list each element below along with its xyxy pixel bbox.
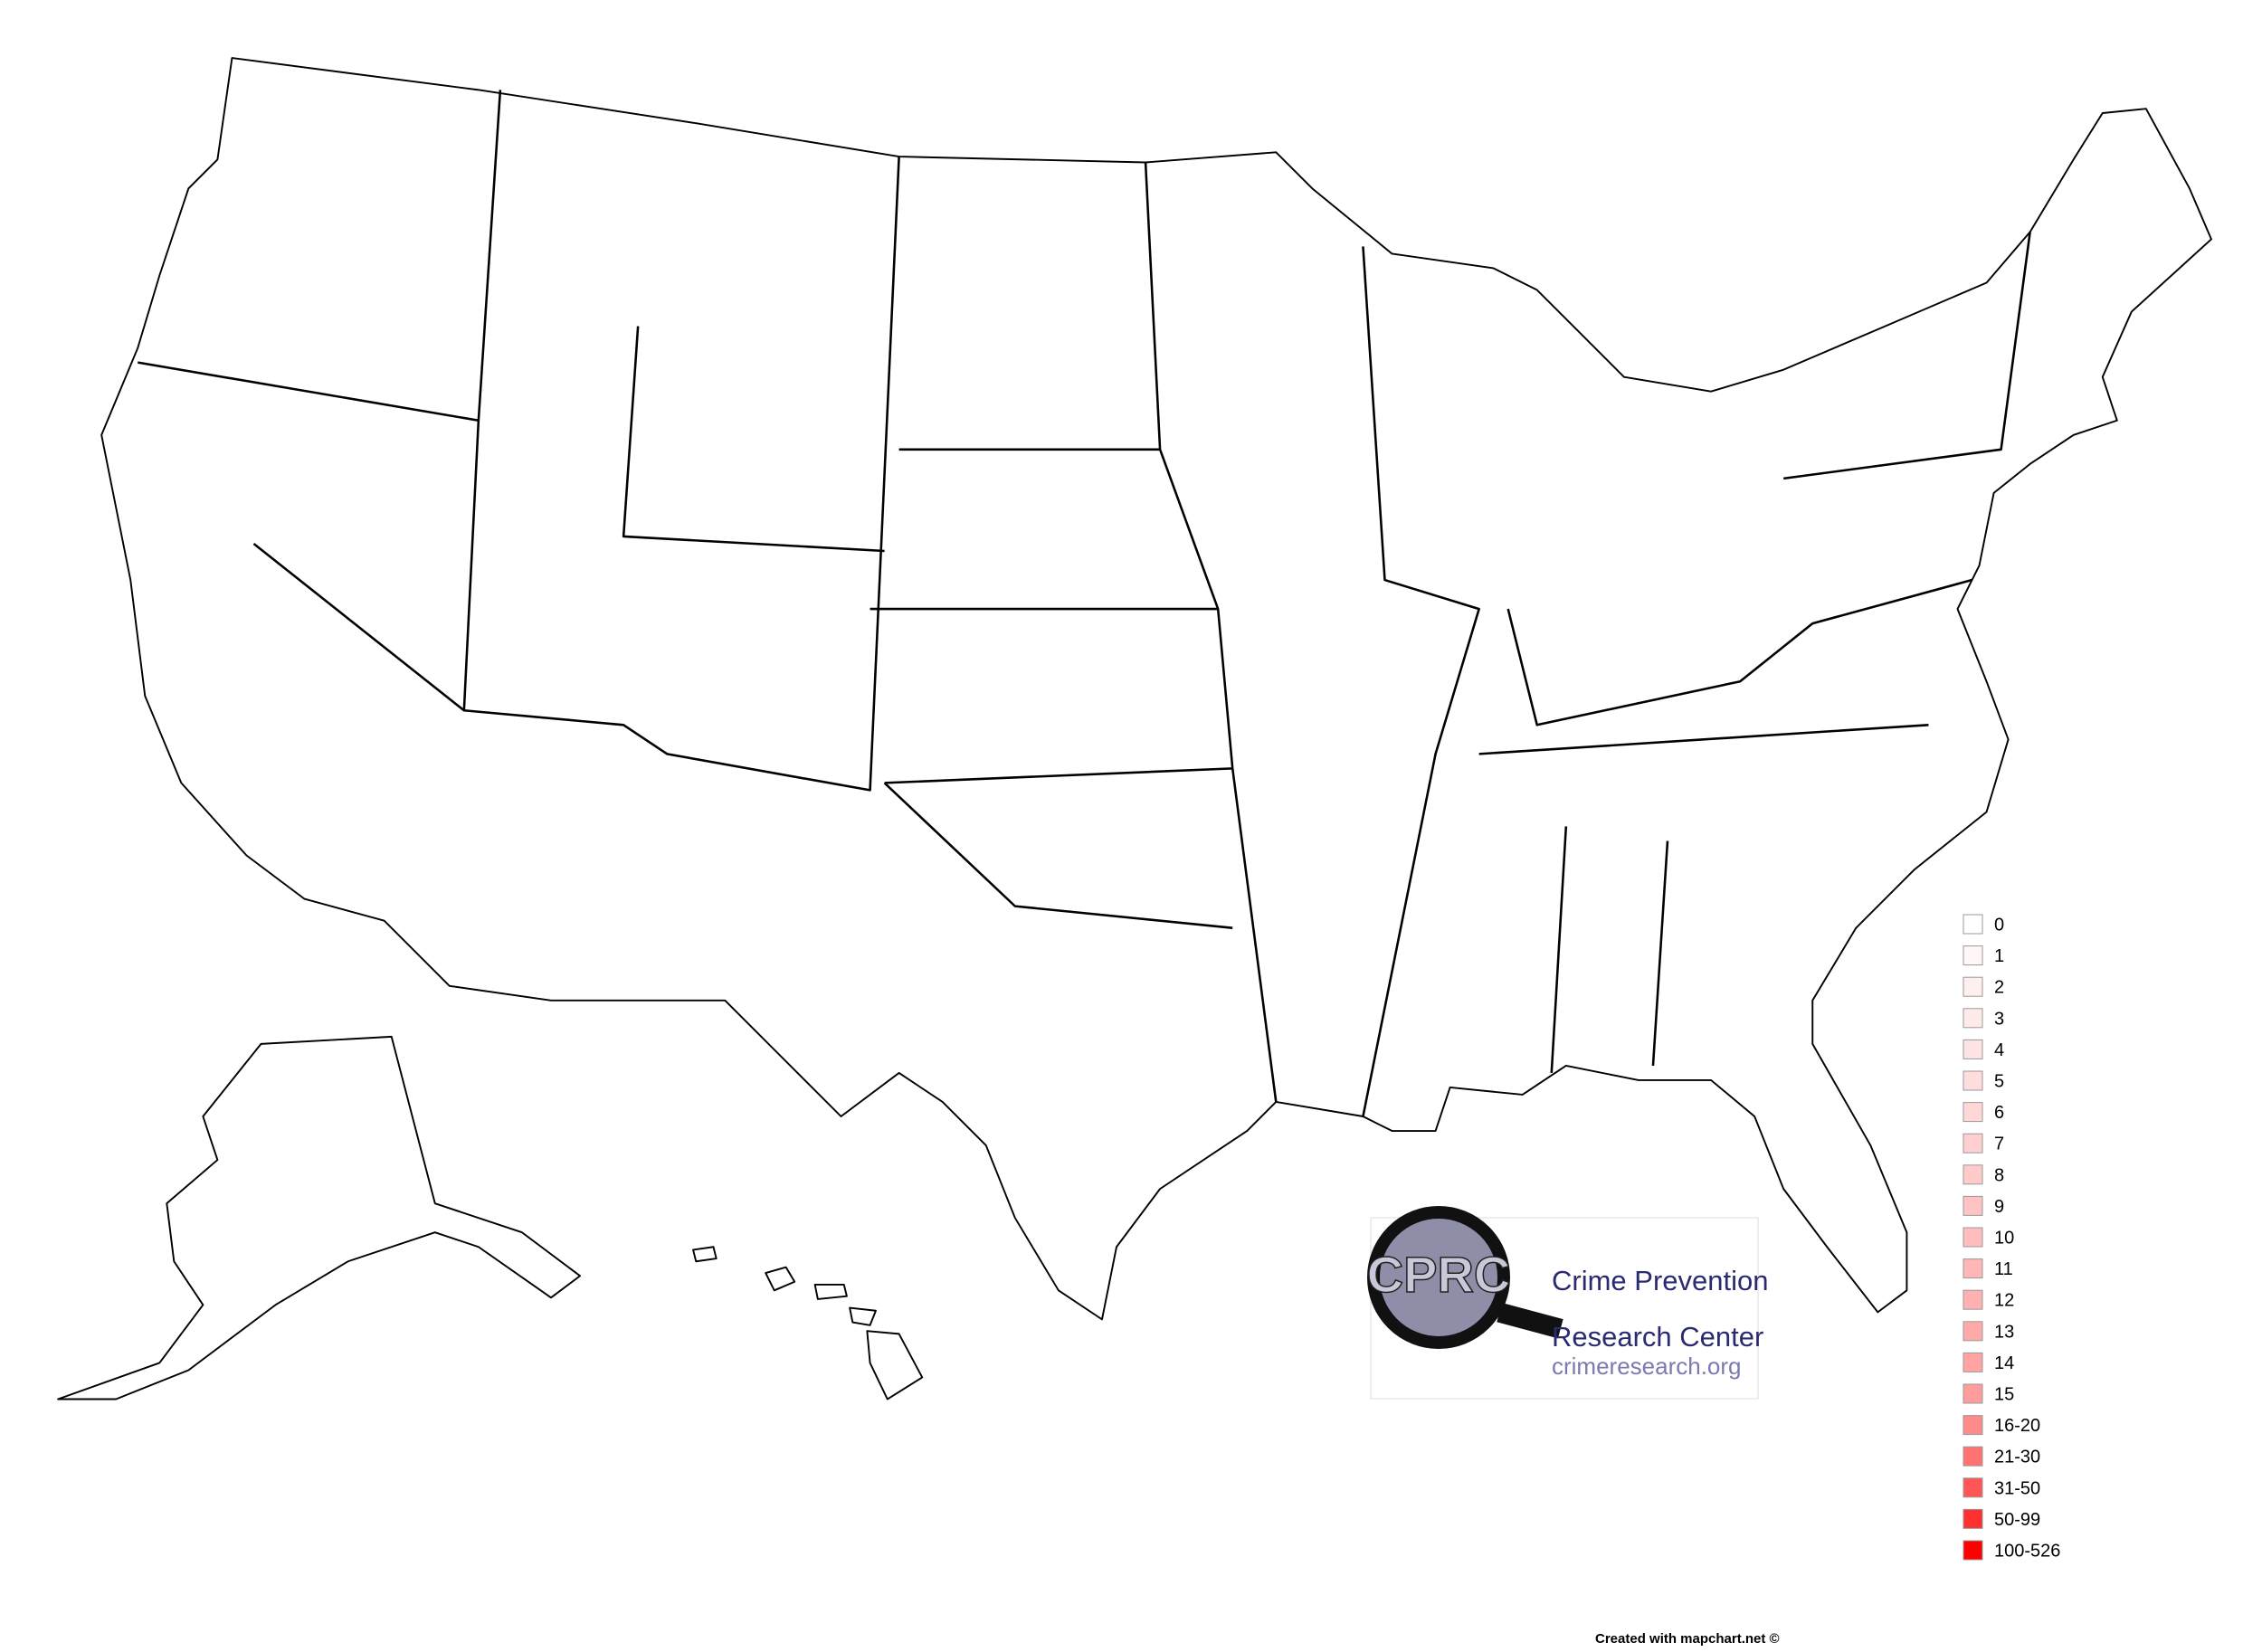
legend-label: 1 bbox=[1994, 946, 2004, 966]
legend-label: 5 bbox=[1994, 1072, 2004, 1092]
legend-label: 31-50 bbox=[1994, 1478, 2040, 1498]
island bbox=[765, 1266, 796, 1292]
alaska-outline bbox=[57, 1035, 582, 1400]
legend-swatch bbox=[1963, 1008, 1983, 1029]
legend-swatch bbox=[1963, 1164, 1983, 1185]
legend-label: 6 bbox=[1994, 1103, 2004, 1123]
footer: Created with mapchart.net © bbox=[1595, 1631, 1780, 1647]
logo-acronym: CPRC bbox=[1367, 1246, 1511, 1303]
legend-swatch bbox=[1963, 945, 1983, 966]
legend-label: 4 bbox=[1994, 1040, 2004, 1060]
legend-swatch bbox=[1963, 1039, 1983, 1059]
legend-label: 2 bbox=[1994, 978, 2004, 998]
lower-48-outline bbox=[100, 57, 2212, 1321]
legend-swatch bbox=[1963, 1508, 1983, 1529]
legend-label: 9 bbox=[1994, 1197, 2004, 1217]
legend-label: 7 bbox=[1994, 1135, 2004, 1154]
us-map bbox=[57, 57, 2212, 1400]
legend-swatch bbox=[1963, 1415, 1983, 1436]
island bbox=[692, 1246, 718, 1263]
island bbox=[866, 1330, 924, 1400]
logo-line2: Research Center bbox=[1552, 1321, 1763, 1353]
legend: 012345678910111213141516-2021-3031-5050-… bbox=[1963, 914, 2060, 1562]
legend-label: 0 bbox=[1994, 916, 2004, 935]
legend-label: 100-526 bbox=[1994, 1542, 2060, 1562]
legend-label: 14 bbox=[1994, 1353, 2014, 1373]
legend-label: 50-99 bbox=[1994, 1510, 2040, 1530]
legend-swatch bbox=[1963, 1446, 1983, 1467]
legend-label: 16-20 bbox=[1994, 1416, 2040, 1436]
legend-swatch bbox=[1963, 1477, 1983, 1498]
legend-swatch bbox=[1963, 1321, 1983, 1342]
border bbox=[138, 90, 2031, 1117]
logo-handle bbox=[1497, 1303, 1563, 1339]
logo-lens bbox=[1367, 1206, 1510, 1349]
legend-swatch bbox=[1963, 1258, 1983, 1279]
legend-label: 15 bbox=[1994, 1385, 2014, 1405]
legend-swatch bbox=[1963, 1070, 1983, 1091]
legend-swatch bbox=[1963, 1133, 1983, 1154]
legend-label: 13 bbox=[1994, 1322, 2014, 1342]
legend-label: 12 bbox=[1994, 1291, 2014, 1311]
island bbox=[813, 1283, 848, 1300]
legend-label: 8 bbox=[1994, 1165, 2004, 1185]
legend-swatch bbox=[1963, 1227, 1983, 1248]
legend-swatch bbox=[1963, 914, 1983, 935]
legend-swatch bbox=[1963, 1383, 1983, 1404]
legend-label: 11 bbox=[1994, 1259, 2013, 1279]
state-borders bbox=[138, 90, 2031, 1117]
legend-label: 3 bbox=[1994, 1009, 2004, 1029]
hawaii-islands bbox=[692, 1246, 924, 1400]
legend-swatch bbox=[1963, 1289, 1983, 1310]
logo: CPRC Crime Prevention Research Center cr… bbox=[1366, 1206, 1768, 1400]
logo-line1: Crime Prevention bbox=[1552, 1265, 1768, 1296]
legend-swatch bbox=[1963, 1352, 1983, 1372]
legend-swatch bbox=[1963, 1195, 1983, 1216]
legend-swatch bbox=[1963, 976, 1983, 997]
legend-label: 10 bbox=[1994, 1229, 2014, 1248]
island bbox=[849, 1306, 877, 1326]
logo-url: crimeresearch.org bbox=[1552, 1353, 1742, 1380]
legend-label: 21-30 bbox=[1994, 1448, 2040, 1467]
legend-swatch bbox=[1963, 1102, 1983, 1123]
legend-swatch bbox=[1963, 1540, 1983, 1561]
